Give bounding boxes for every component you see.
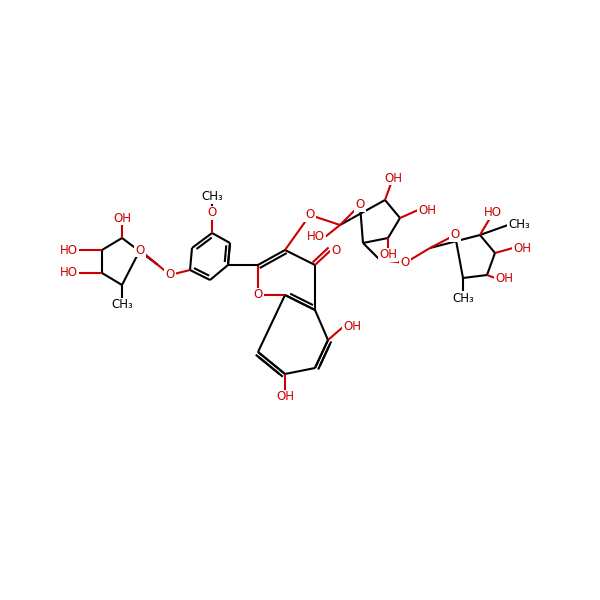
Text: O: O — [331, 244, 340, 257]
Text: OH: OH — [276, 391, 294, 403]
Text: OH: OH — [384, 172, 402, 185]
Text: O: O — [305, 208, 314, 221]
Text: OH: OH — [379, 248, 397, 262]
Text: CH₃: CH₃ — [111, 298, 133, 311]
Text: O: O — [208, 206, 217, 220]
Text: O: O — [166, 269, 175, 281]
Text: HO: HO — [60, 266, 78, 280]
Text: HO: HO — [484, 206, 502, 220]
Text: O: O — [451, 229, 460, 241]
Text: O: O — [136, 244, 145, 257]
Text: OH: OH — [418, 203, 436, 217]
Text: OH: OH — [343, 320, 361, 334]
Text: CH₃: CH₃ — [201, 191, 223, 203]
Text: HO: HO — [307, 230, 325, 244]
Text: CH₃: CH₃ — [201, 191, 223, 203]
Text: OH: OH — [495, 271, 513, 284]
Text: OH: OH — [513, 241, 531, 254]
Text: HO: HO — [60, 244, 78, 257]
Text: O: O — [400, 257, 410, 269]
Text: CH₃: CH₃ — [508, 218, 530, 232]
Text: CH₃: CH₃ — [452, 292, 474, 304]
Text: O: O — [253, 289, 263, 301]
Text: OH: OH — [113, 211, 131, 224]
Text: O: O — [355, 199, 365, 211]
